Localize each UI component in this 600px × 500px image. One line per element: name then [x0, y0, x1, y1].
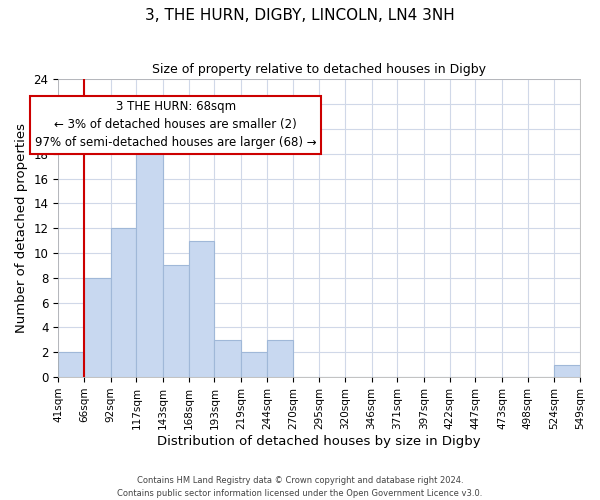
Text: 3, THE HURN, DIGBY, LINCOLN, LN4 3NH: 3, THE HURN, DIGBY, LINCOLN, LN4 3NH: [145, 8, 455, 22]
Y-axis label: Number of detached properties: Number of detached properties: [15, 124, 28, 334]
Bar: [267, 340, 293, 377]
Bar: [136, 129, 163, 377]
Bar: [110, 228, 136, 377]
Bar: [163, 266, 189, 377]
Bar: [58, 352, 84, 377]
Text: 3 THE HURN: 68sqm
← 3% of detached houses are smaller (2)
97% of semi-detached h: 3 THE HURN: 68sqm ← 3% of detached house…: [35, 100, 316, 150]
Bar: [554, 364, 580, 377]
Bar: [241, 352, 267, 377]
Text: Contains HM Land Registry data © Crown copyright and database right 2024.
Contai: Contains HM Land Registry data © Crown c…: [118, 476, 482, 498]
Bar: [189, 240, 214, 377]
X-axis label: Distribution of detached houses by size in Digby: Distribution of detached houses by size …: [157, 434, 481, 448]
Bar: [214, 340, 241, 377]
Title: Size of property relative to detached houses in Digby: Size of property relative to detached ho…: [152, 62, 486, 76]
Bar: [84, 278, 110, 377]
